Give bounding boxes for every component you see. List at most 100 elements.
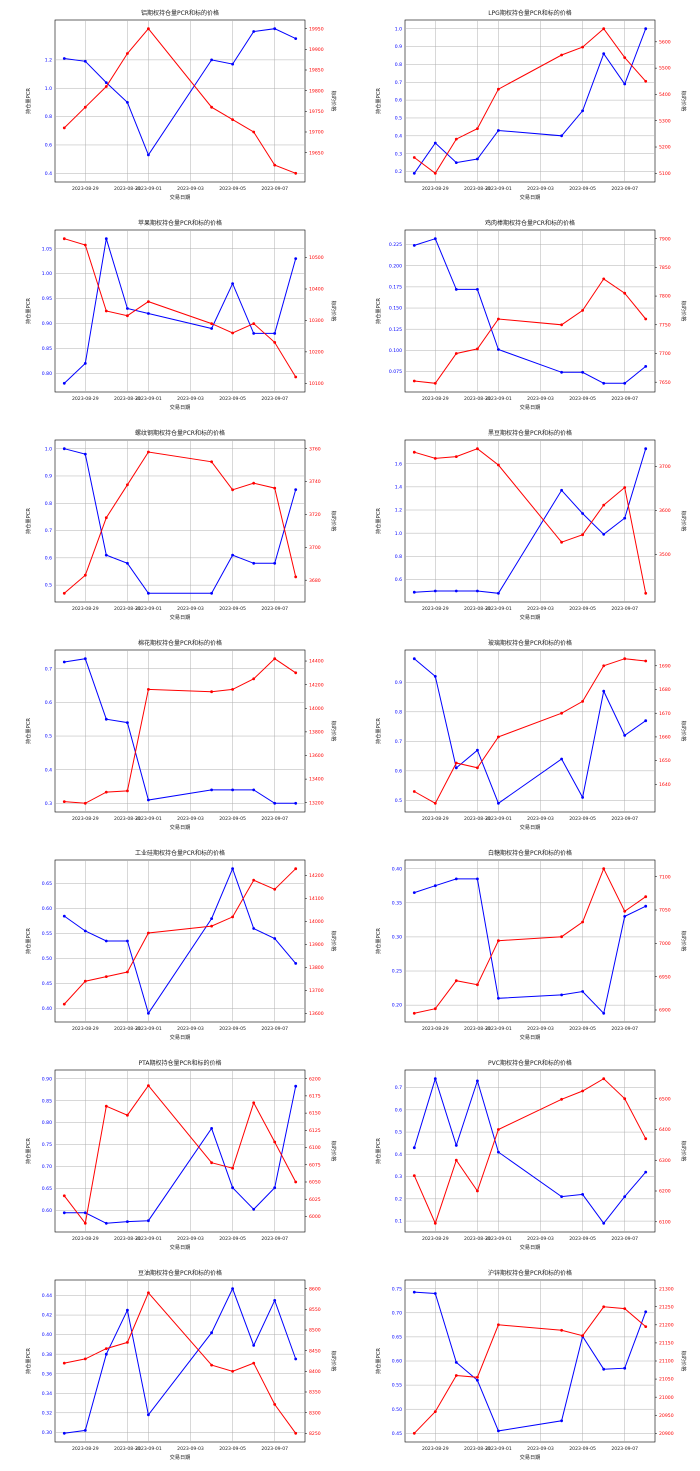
plot-frame	[404, 1069, 656, 1233]
y-right-tick-label: 7000	[659, 941, 671, 947]
y-left-tick-label: 1.0	[395, 26, 402, 32]
chart-11: 2023-08-29 2023-08-31 2023-09-01 2023-09-03…	[0, 1050, 350, 1260]
x-axis-label: 交易日期	[520, 1033, 541, 1041]
y-right-tick-label: 10500	[309, 255, 324, 261]
y-left-tick-label: 0.80	[42, 371, 52, 377]
y-left-tick-label: 0.90	[42, 321, 52, 327]
y-right-tick-label: 3600	[659, 508, 671, 514]
x-tick-label: 2023-09-07	[261, 1446, 288, 1452]
data-point-price	[581, 1334, 584, 1338]
chart-9: 2023-08-29 2023-08-31 2023-09-01 2023-09-03…	[0, 840, 350, 1050]
data-point-price	[623, 486, 627, 489]
y-right-tick-label: 13400	[309, 777, 324, 783]
y-right-tick-label: 14400	[309, 659, 324, 665]
data-point-por	[273, 1186, 277, 1190]
y-right-tick-label: 13200	[309, 800, 324, 806]
y-right-tick-label: 8500	[309, 1328, 321, 1334]
x-tick-label: 2023-08-29	[72, 606, 99, 612]
data-point-por	[433, 1077, 437, 1081]
plot-frame	[54, 439, 306, 603]
x-tick-label: 2023-09-05	[219, 1236, 246, 1242]
y-left-tick-label: 0.90	[42, 1076, 52, 1082]
x-axis-label: 交易日期	[520, 403, 541, 411]
chart-title: LPG期权持仓量PCR和标的价格	[488, 9, 572, 17]
data-point-por	[252, 561, 256, 565]
x-tick-label: 2023-09-01	[135, 1236, 162, 1242]
x-axis-label: 交易日期	[520, 1453, 541, 1461]
y-left-tick-label: 0.34	[42, 1391, 52, 1397]
y-left-axis-label: 持仓量PCR	[24, 88, 32, 114]
data-point-por	[581, 990, 584, 993]
data-point-por	[252, 332, 256, 335]
y-right-axis-label: 标的价格	[680, 721, 688, 743]
y-right-tick-label: 6150	[309, 1111, 321, 1117]
data-point-price	[104, 516, 108, 520]
data-point-price	[454, 979, 458, 983]
data-point-price	[147, 300, 150, 303]
data-point-por	[476, 748, 479, 752]
y-right-tick-label: 3700	[659, 464, 671, 470]
data-point-por	[83, 1211, 87, 1215]
chart-3: 2023-08-29 2023-08-31 2023-09-01 2023-09-03…	[0, 210, 350, 420]
x-tick-label: 2023-09-05	[219, 606, 246, 612]
x-tick-label: 2023-08-31	[114, 1026, 141, 1032]
y-right-axis-label: 标的价格	[680, 511, 688, 533]
data-point-por	[210, 1331, 214, 1335]
y-left-axis-label: 持仓量PCR	[374, 298, 382, 324]
data-point-por	[62, 1431, 66, 1435]
x-tick-label: 2023-09-03	[527, 186, 554, 192]
data-point-price	[581, 700, 584, 703]
x-tick-label: 2023-09-05	[569, 1446, 596, 1452]
data-point-price	[252, 878, 256, 882]
y-left-tick-label: 0.95	[42, 296, 52, 302]
chart-title: 白糖期权持仓量PCR和标的价格	[488, 849, 572, 857]
data-point-price	[454, 1158, 458, 1162]
y-right-tick-label: 8450	[309, 1348, 321, 1354]
data-point-price	[433, 457, 437, 460]
y-left-tick-label: 0.8	[45, 114, 52, 120]
data-point-price	[623, 56, 627, 59]
y-right-tick-label: 14200	[309, 682, 324, 688]
data-point-por	[126, 101, 129, 104]
y-right-tick-label: 10200	[309, 349, 324, 355]
x-tick-label: 2023-09-07	[611, 1446, 638, 1452]
y-left-axis-label: 持仓量PCR	[24, 1348, 32, 1374]
x-tick-label: 2023-08-29	[72, 1236, 99, 1242]
data-point-price	[273, 1403, 277, 1406]
data-point-price	[147, 1084, 150, 1087]
y-left-tick-label: 0.7	[45, 666, 52, 672]
x-tick-label: 2023-08-31	[464, 816, 491, 822]
y-left-tick-label: 0.3	[45, 801, 52, 807]
y-right-tick-label: 14200	[309, 873, 324, 879]
data-point-por	[497, 591, 500, 595]
plot-frame	[404, 229, 656, 393]
data-point-price	[231, 118, 235, 121]
data-point-por	[497, 996, 500, 1000]
y-left-tick-label: 0.6	[395, 577, 402, 583]
chart-4: 2023-08-29 2023-08-31 2023-09-01 2023-09-03…	[350, 210, 700, 420]
x-tick-label: 2023-09-01	[135, 816, 162, 822]
data-point-por	[294, 962, 298, 965]
series-line-por	[64, 1086, 297, 1224]
y-right-tick-label: 5400	[659, 92, 671, 98]
data-point-por	[231, 867, 235, 871]
data-point-price	[602, 503, 606, 507]
data-point-por	[602, 381, 606, 385]
y-left-tick-label: 0.6	[395, 98, 402, 104]
y-right-tick-label: 5300	[659, 118, 671, 124]
data-point-price	[433, 1221, 437, 1225]
y-right-tick-label: 1640	[659, 782, 671, 788]
data-point-por	[454, 589, 458, 593]
data-point-price	[294, 171, 298, 175]
y-left-axis-label: 持仓量PCR	[374, 88, 382, 114]
data-point-price	[412, 1174, 416, 1177]
data-point-price	[104, 1104, 108, 1108]
y-left-tick-label: 0.40	[42, 1332, 52, 1338]
x-tick-label: 2023-09-05	[569, 1236, 596, 1242]
data-point-price	[83, 1357, 87, 1361]
y-right-tick-label: 21250	[659, 1304, 674, 1310]
data-point-por	[497, 129, 500, 132]
data-point-price	[644, 659, 648, 663]
